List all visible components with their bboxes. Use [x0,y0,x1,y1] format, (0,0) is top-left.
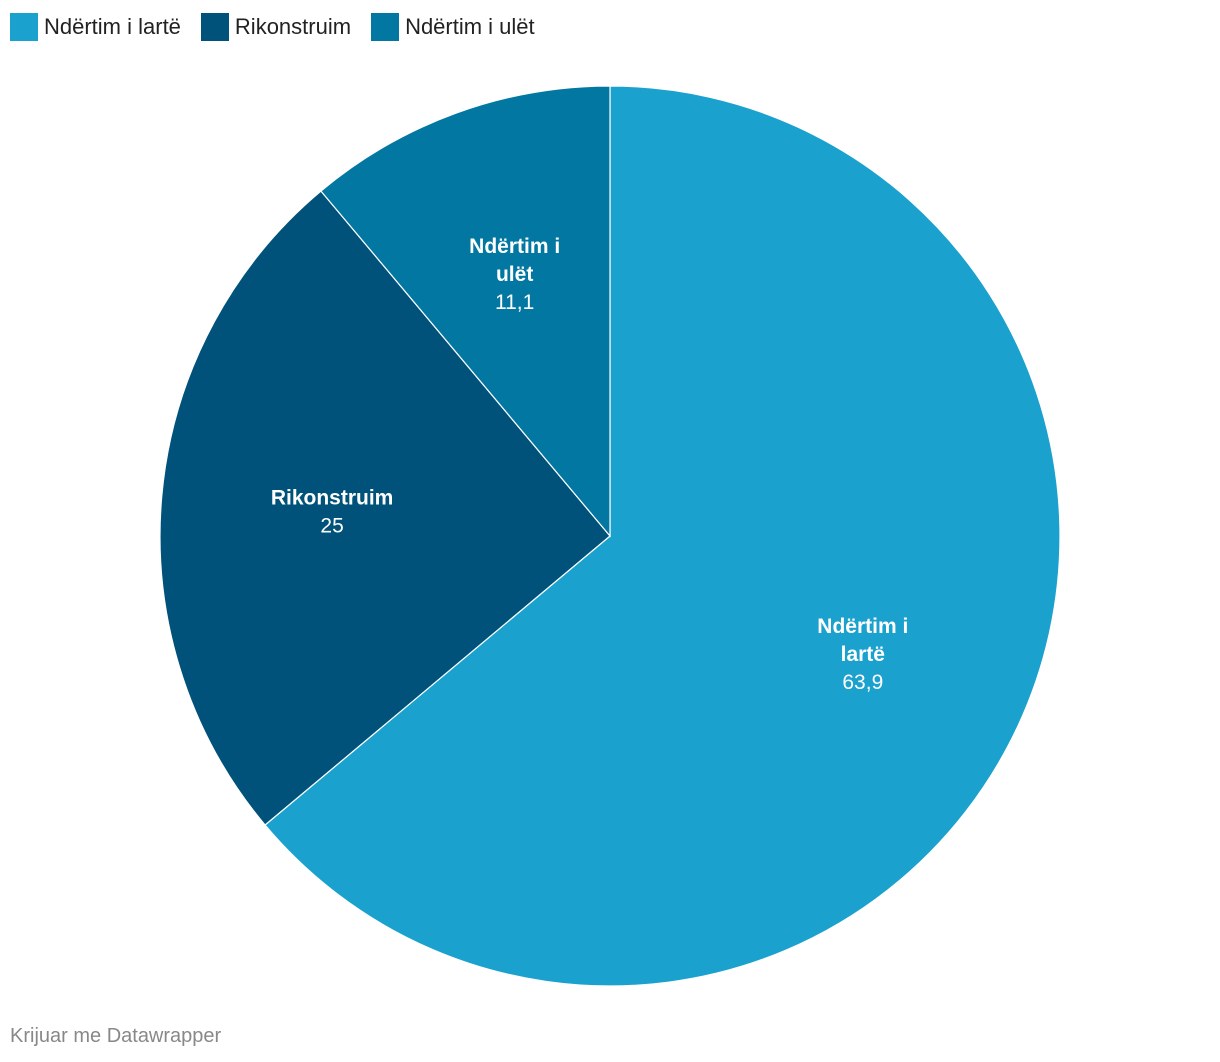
slice-value-rikonstruim: 25 [320,514,343,537]
pie-slice-ndertim-i-larte [264,85,1061,987]
slice-label-name-rikonstruim-0: Rikonstruim [271,486,394,509]
footer-credit: Krijuar me Datawrapper [10,1025,222,1047]
legend-item-ndertim-i-larte: Ndërtim i lartë [10,12,181,42]
pie-slice-ndertim-i-ulet [320,85,611,538]
legend-swatch-rikonstruim [200,13,229,41]
slice-label-ndertim-i-larte: Ndërtim i lartë 63,9 [817,615,908,694]
slice-label-name-ndertim-i-larte-1: lartë [841,643,885,666]
legend-item-rikonstruim: Rikonstruim [200,12,352,42]
legend-label-ndertim-i-larte: Ndërtim i lartë [44,14,181,39]
slice-value-ndertim-i-ulet: 11,1 [495,291,534,314]
slice-label-name-ndertim-i-ulet-0: Ndërtim i [469,235,560,258]
chart-legend: Ndërtim i lartë Rikonstruim Ndërtim i ul… [10,12,535,42]
legend-label-rikonstruim: Rikonstruim [234,14,352,39]
legend-label-ndertim-i-ulet: Ndërtim i ulët [405,14,535,39]
pie-slice-rikonstruim [159,190,611,826]
slice-value-ndertim-i-larte: 63,9 [842,671,883,694]
slice-label-rikonstruim: Rikonstruim 25 [271,486,394,537]
slice-label-name-ndertim-i-larte-0: Ndërtim i [817,615,908,638]
slice-label-ndertim-i-ulet: Ndërtim i ulët 11,1 [469,235,560,314]
slice-label-name-ndertim-i-ulet-1: ulët [496,263,533,286]
legend-swatch-ndertim-i-ulet [371,13,400,41]
legend-swatch-ndertim-i-larte [10,13,38,41]
legend-item-ndertim-i-ulet: Ndërtim i ulët [371,12,535,42]
